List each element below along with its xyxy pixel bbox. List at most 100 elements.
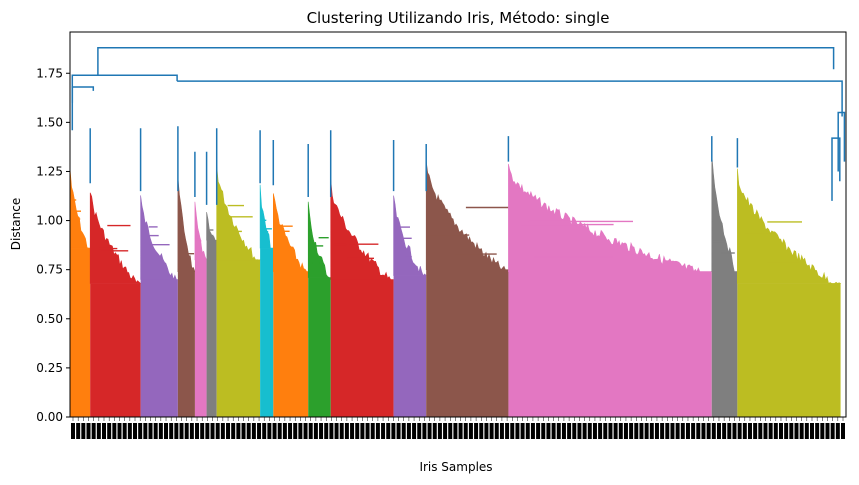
x-tick-mark-38 — [267, 423, 272, 439]
x-tick-mark-131 — [747, 423, 752, 439]
x-tick-mark-103 — [603, 423, 608, 439]
y-tick-label-0: 0.00 — [36, 410, 63, 424]
x-tick-mark-109 — [634, 423, 639, 439]
x-tick-mark-82 — [494, 423, 499, 439]
y-axis-label: Distance — [9, 198, 23, 250]
x-tick-mark-44 — [298, 423, 303, 439]
upper-link-b — [71, 86, 95, 103]
cluster-profile-1 — [89, 192, 142, 284]
x-tick-mark-25 — [200, 423, 205, 439]
cluster-7 — [259, 184, 274, 417]
cluster-base-7 — [260, 248, 274, 417]
x-tick-mark-8 — [112, 423, 117, 439]
x-tick-mark-10 — [122, 423, 127, 439]
x-tick-mark-55 — [355, 423, 360, 439]
x-tick-mark-48 — [319, 423, 324, 439]
x-tick-mark-120 — [691, 423, 696, 439]
y-tick-label-4: 1.00 — [36, 214, 63, 228]
x-tick-mark-17 — [158, 423, 163, 439]
x-tick-mark-34 — [246, 423, 251, 439]
x-tick-mark-11 — [127, 423, 132, 439]
x-tick-mark-66 — [412, 423, 417, 439]
cluster-base-4 — [194, 259, 207, 417]
x-tick-mark-23 — [189, 423, 194, 439]
cluster-profile-9 — [307, 201, 332, 278]
x-tick-mark-97 — [572, 423, 577, 439]
cluster-base-3 — [177, 271, 195, 417]
cluster-base-10 — [330, 279, 394, 417]
x-tick-mark-28 — [215, 423, 220, 439]
x-tick-mark-3 — [86, 423, 91, 439]
x-tick-mark-126 — [722, 423, 727, 439]
x-tick-mark-123 — [706, 423, 711, 439]
cluster-profile-13 — [508, 163, 713, 273]
x-tick-mark-142 — [804, 423, 809, 439]
x-tick-mark-118 — [680, 423, 685, 439]
x-tick-mark-139 — [789, 423, 794, 439]
x-tick-mark-41 — [282, 423, 287, 439]
x-tick-mark-127 — [727, 423, 732, 439]
x-tick-mark-96 — [567, 423, 572, 439]
x-tick-mark-98 — [577, 423, 582, 439]
x-ticks-layer — [71, 417, 845, 439]
x-tick-mark-9 — [117, 423, 122, 439]
y-tick-label-7: 1.75 — [36, 66, 63, 80]
x-tick-mark-116 — [670, 423, 675, 439]
x-tick-mark-51 — [334, 423, 339, 439]
cluster-base-1 — [90, 283, 141, 417]
x-tick-mark-110 — [639, 423, 644, 439]
y-tick-label-5: 1.25 — [36, 164, 63, 178]
x-tick-mark-19 — [169, 423, 174, 439]
x-tick-mark-52 — [339, 423, 344, 439]
cluster-base-0 — [70, 248, 91, 417]
x-tick-mark-72 — [443, 423, 448, 439]
x-tick-mark-146 — [825, 423, 830, 439]
x-tick-mark-100 — [587, 423, 592, 439]
x-tick-mark-13 — [138, 423, 143, 439]
x-tick-mark-114 — [660, 423, 665, 439]
cluster-9 — [307, 201, 332, 417]
x-tick-mark-47 — [313, 423, 318, 439]
x-tick-mark-113 — [654, 423, 659, 439]
x-tick-mark-132 — [753, 423, 758, 439]
x-tick-mark-149 — [841, 423, 845, 439]
cluster-2 — [140, 195, 178, 417]
x-tick-mark-93 — [551, 423, 556, 439]
x-tick-mark-64 — [401, 423, 406, 439]
cluster-13 — [508, 163, 713, 417]
x-tick-mark-128 — [732, 423, 737, 439]
x-tick-mark-12 — [133, 423, 138, 439]
x-tick-mark-5 — [96, 423, 101, 439]
x-tick-mark-61 — [386, 423, 391, 439]
x-tick-mark-105 — [613, 423, 618, 439]
x-tick-mark-91 — [541, 423, 546, 439]
x-tick-mark-46 — [308, 423, 313, 439]
cluster-profile-0 — [69, 168, 91, 249]
x-tick-mark-29 — [220, 423, 225, 439]
x-tick-mark-21 — [179, 423, 184, 439]
x-tick-mark-144 — [815, 423, 820, 439]
x-tick-mark-83 — [499, 423, 504, 439]
x-tick-mark-4 — [91, 423, 96, 439]
x-tick-mark-36 — [257, 423, 262, 439]
x-tick-mark-33 — [241, 423, 246, 439]
chart-title: Clustering Utilizando Iris, Método: sing… — [307, 9, 610, 27]
x-tick-mark-106 — [618, 423, 623, 439]
x-tick-mark-14 — [143, 423, 148, 439]
cluster-profile-10 — [330, 178, 394, 280]
x-tick-mark-124 — [711, 423, 716, 439]
x-tick-mark-57 — [365, 423, 370, 439]
cluster-base-9 — [308, 277, 331, 417]
x-tick-mark-56 — [360, 423, 365, 439]
x-tick-mark-42 — [288, 423, 293, 439]
cluster-profile-11 — [393, 195, 427, 277]
x-tick-mark-77 — [468, 423, 473, 439]
x-tick-mark-24 — [195, 423, 200, 439]
x-tick-mark-99 — [582, 423, 587, 439]
x-tick-mark-54 — [350, 423, 355, 439]
x-tick-mark-49 — [324, 423, 329, 439]
top-link — [97, 46, 835, 76]
x-tick-mark-53 — [344, 423, 349, 439]
cluster-base-2 — [140, 279, 178, 417]
clusters-layer — [69, 154, 842, 417]
